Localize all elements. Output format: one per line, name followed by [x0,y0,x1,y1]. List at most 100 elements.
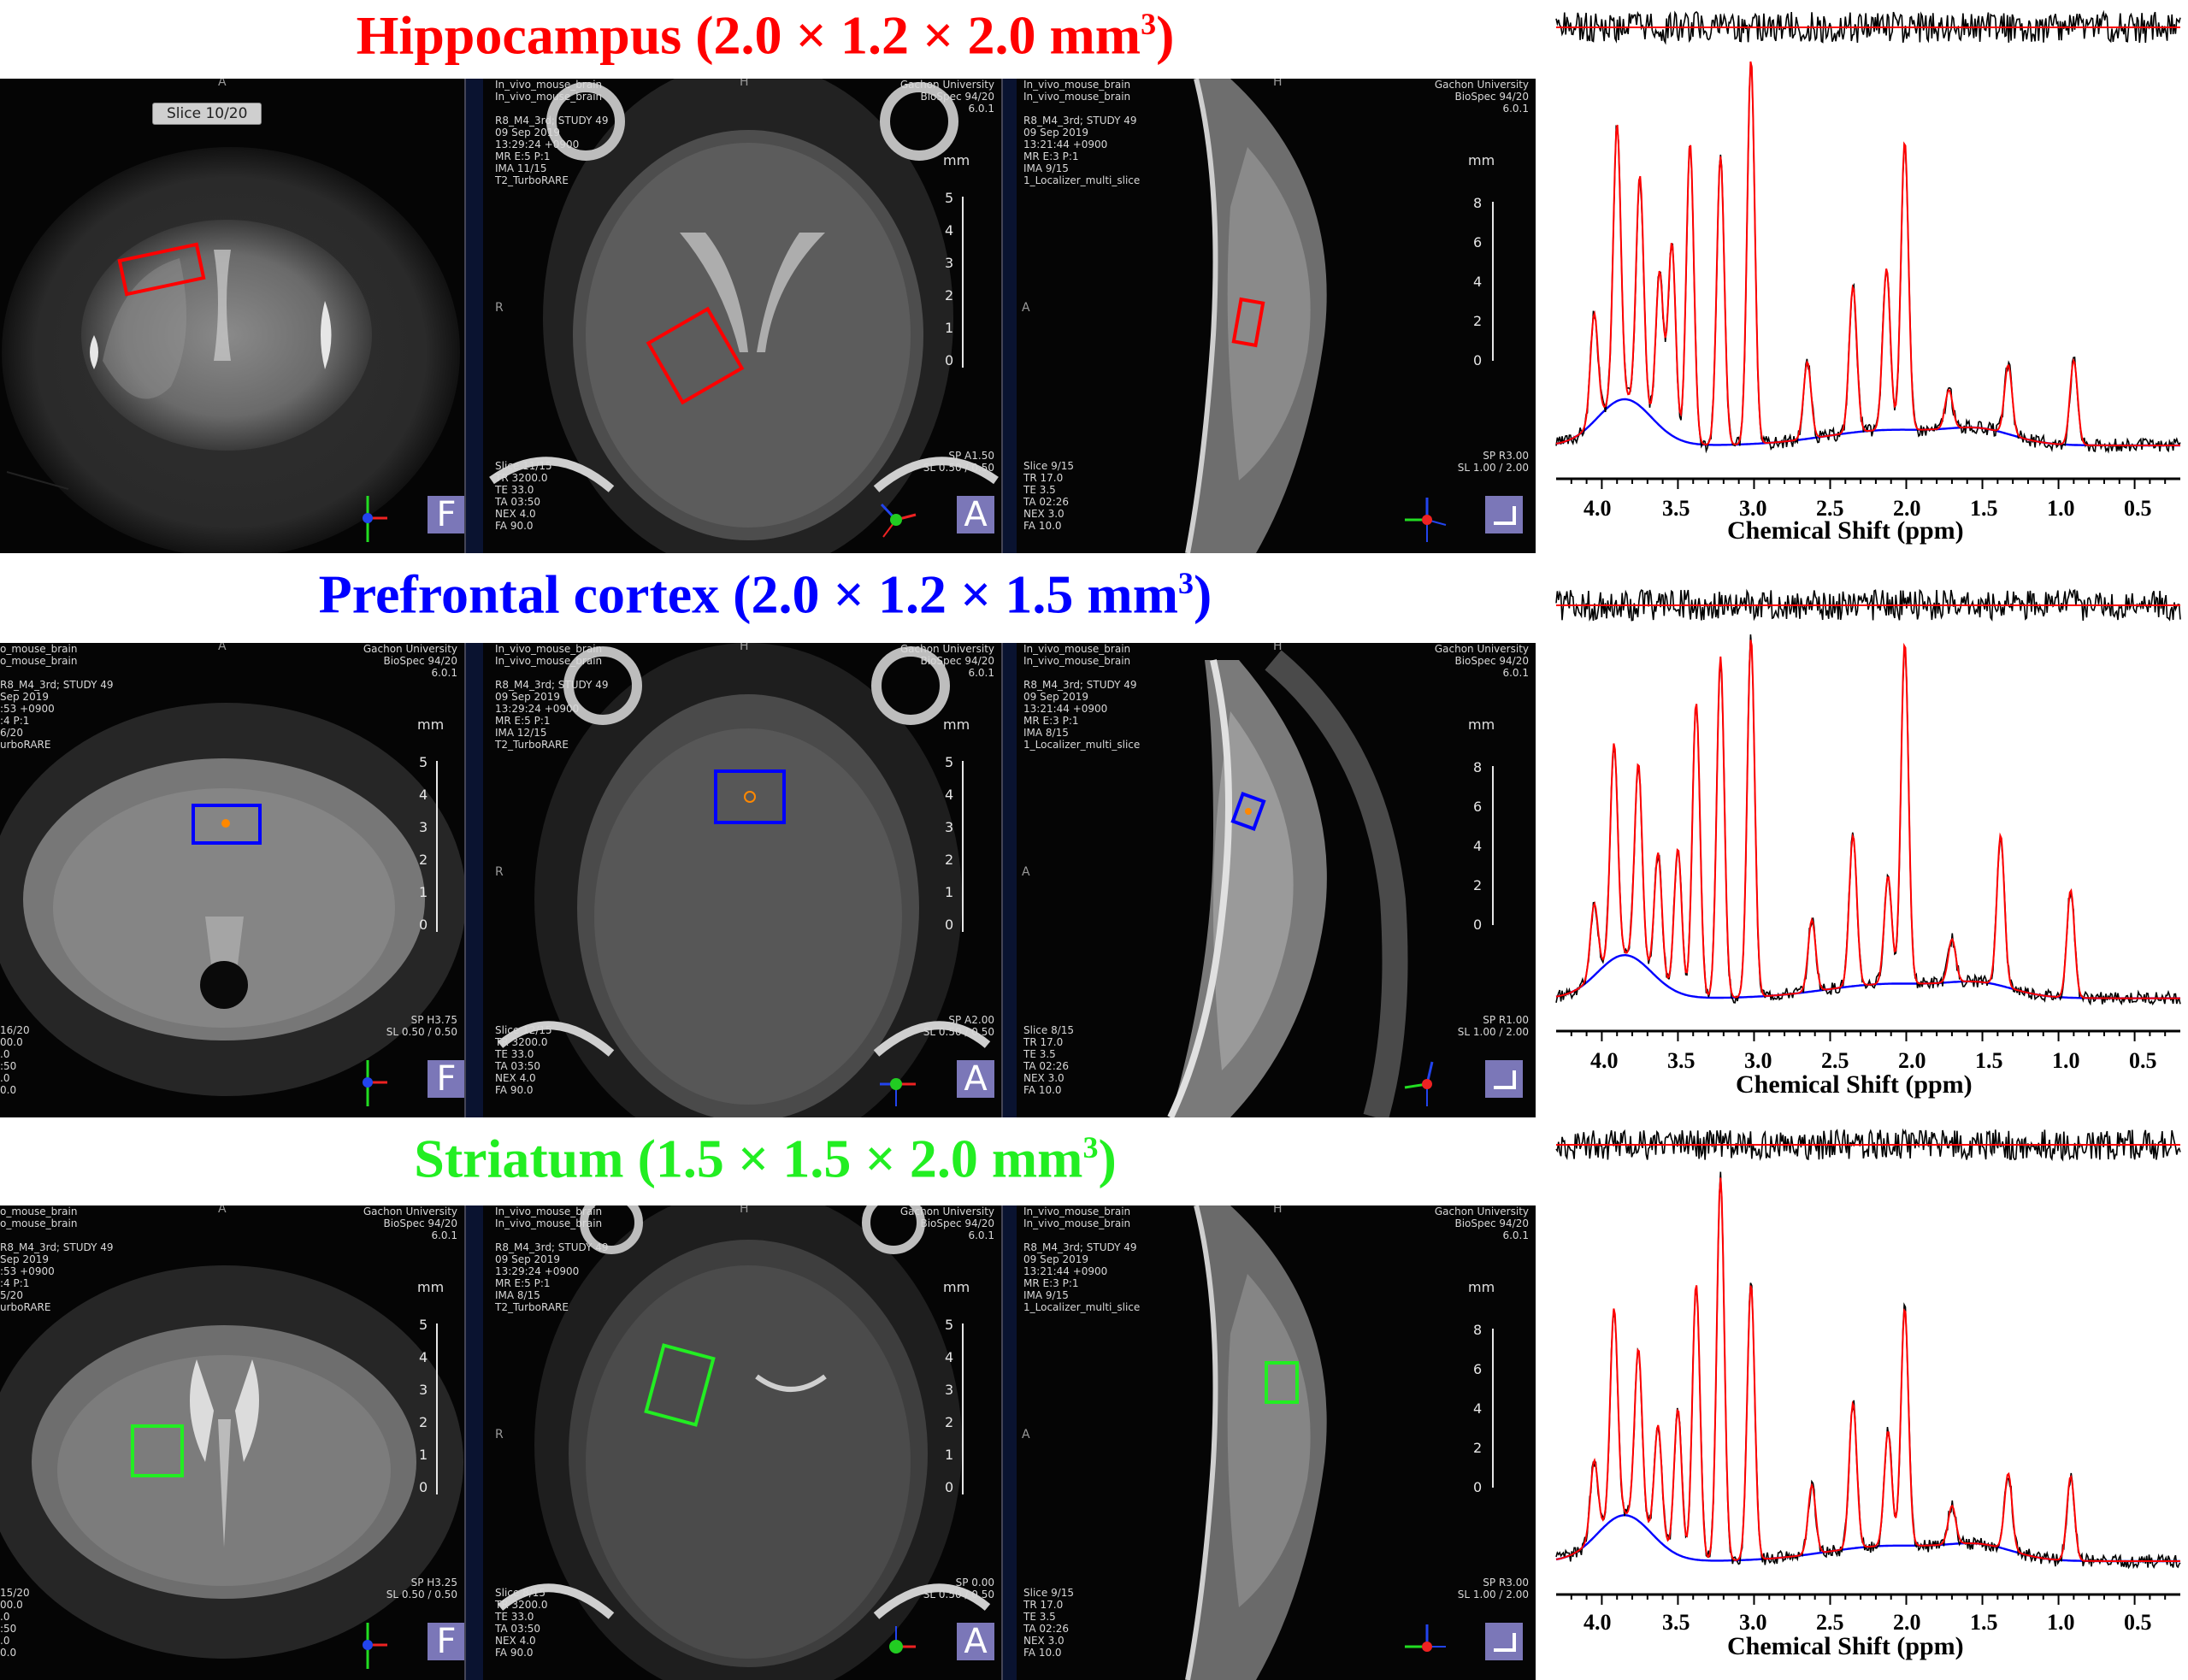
orientation-axes-icon [1405,1624,1446,1652]
orientation-label-top: A [218,1205,227,1216]
scanner-info-header: Gachon University BioSpec 94/20 6.0.1 [899,1205,994,1241]
sagittal-view-icon[interactable] [1485,496,1523,533]
coronal-brain-image [0,703,464,1096]
coronal-panel[interactable]: Slice 10/20 A F [0,79,464,553]
scanner-info-header: Gachon University BioSpec 94/20 6.0.1 [899,643,994,679]
x-tick-label: 1.5 [1970,1610,1998,1635]
spectrum-plot [1555,588,2181,1041]
axial-brain-image [489,79,999,553]
x-tick-label: 2.0 [1898,1048,1926,1073]
x-tick-label: 4.0 [1583,496,1612,521]
slice-position-footer: SP R3.00 SL 1.00 / 2.00 [1457,450,1529,474]
slice-position-footer: SP R3.00 SL 1.00 / 2.00 [1457,1577,1529,1600]
scan-params-footer: Slice 12/15 TR 3200.0 TE 33.0 TA 03:50 N… [495,1024,552,1096]
view-badge-coronal[interactable]: F [428,1060,464,1098]
orientation-label-left: R [495,865,504,879]
row-title-prefrontal-cortex: Prefrontal cortex (2.0 × 1.2 × 1.5 mm3) [318,563,1212,625]
orientation-axes-icon [889,1626,916,1653]
x-tick-label: 3.0 [1739,496,1767,521]
orientation-axes-icon [1404,1061,1434,1106]
mri-row-striatum: o_mouse_brain o_mouse_brain R8_M4_3rd; S… [0,1205,1536,1680]
axial-panel[interactable]: In_vivo_mouse_brain In_vivo_mouse_brain … [483,79,1001,553]
orientation-label-left: R [495,1428,504,1441]
x-tick-label: 1.0 [2047,496,2075,521]
fit-spectrum-series [1555,61,2180,446]
sagittal-brain-image [1185,1205,1327,1680]
scan-params-footer: Slice 8/15 TR 3200.0 TE 33.0 TA 03:50 NE… [495,1587,548,1659]
scanner-info-header: Gachon University BioSpec 94/20 6.0.1 [1434,79,1529,115]
sagittal-panel[interactable]: In_vivo_mouse_brain In_vivo_mouse_brain … [1017,79,1536,553]
spectrum-hippocampus: 4.0 3.5 3.0 2.5 2.0 1.5 1.0 0.5 Chemical… [1539,0,2188,547]
raw-spectrum-series [1555,1171,2181,1570]
sagittal-view-icon[interactable] [1485,1623,1523,1660]
sagittal-brain-image [1167,650,1408,1117]
view-badge-axial[interactable]: A [957,496,994,533]
viewport-divider [464,643,485,1117]
orientation-label-top: H [740,79,749,89]
scan-info-header: In_vivo_mouse_brain In_vivo_mouse_brain … [495,643,609,751]
row-title-striatum: Striatum (1.5 × 1.5 × 2.0 mm3) [414,1128,1117,1189]
orientation-label-top: H [1273,1205,1283,1216]
scale-unit: mm [1468,152,1495,168]
spectrum-prefrontal-cortex: 4.0 3.5 3.0 2.5 2.0 1.5 1.0 0.5 Chemical… [1539,552,2188,1099]
x-tick-label: 2.0 [1893,496,1921,521]
scale-unit: mm [943,1279,970,1295]
fit-spectrum-series [1555,1177,2180,1562]
axial-panel[interactable]: In_vivo_mouse_brain In_vivo_mouse_brain … [483,1205,1001,1680]
sagittal-panel[interactable]: In_vivo_mouse_brain In_vivo_mouse_brain … [1017,643,1536,1117]
orientation-label-top: A [218,643,227,653]
scale-unit: mm [943,716,970,733]
coronal-panel[interactable]: o_mouse_brain o_mouse_brain R8_M4_3rd; S… [0,643,464,1117]
x-tick-label: 0.5 [2124,496,2152,521]
orientation-label-top: H [740,643,749,653]
x-tick-label: 2.5 [1821,1048,1849,1073]
mri-row-hippocampus: Slice 10/20 A F In_vivo_mouse_brain In_v… [0,79,1536,553]
orientation-label-top: H [1273,79,1283,89]
voi-box [644,1343,716,1427]
orientation-label-left: A [1022,1428,1030,1441]
x-tick-label: 1.0 [2052,1048,2080,1073]
orientation-label-left: R [495,301,504,315]
view-badge-axial[interactable]: A [957,1623,994,1660]
x-tick-label: 3.5 [1667,1048,1696,1073]
orientation-axes-icon [363,1060,387,1106]
x-axis-label: Chemical Shift (ppm) [1736,1070,1973,1099]
x-tick-label: 3.5 [1662,1610,1690,1635]
scan-params-footer: Slice 8/15 TR 17.0 TE 3.5 TA 02:26 NEX 3… [1023,1024,1075,1096]
x-tick-label: 2.0 [1893,1610,1921,1635]
scan-info-header: o_mouse_brain o_mouse_brain R8_M4_3rd; S… [0,1205,114,1313]
orientation-label-top: H [740,1205,749,1216]
view-badge-axial[interactable]: A [957,1060,994,1098]
scale-unit: mm [417,1279,445,1295]
sagittal-panel[interactable]: In_vivo_mouse_brain In_vivo_mouse_brain … [1017,1205,1536,1680]
view-badge-coronal[interactable]: F [428,1623,464,1660]
view-badge-coronal[interactable]: F [428,496,464,533]
scan-info-header: o_mouse_brain o_mouse_brain R8_M4_3rd; S… [0,643,114,751]
scan-params-footer: Slice 9/15 TR 17.0 TE 3.5 TA 02:26 NEX 3… [1023,460,1075,532]
row-title-hippocampus: Hippocampus (2.0 × 1.2 × 2.0 mm3) [356,4,1175,66]
residual-trace [1555,9,2181,45]
orientation-axes-icon [363,1623,387,1669]
spectrum-striatum: 4.0 3.5 3.0 2.5 2.0 1.5 1.0 0.5 Chemical… [1539,1116,2188,1663]
x-tick-label: 4.0 [1583,1610,1612,1635]
residual-trace [1555,588,2181,622]
orientation-label-top: H [1273,643,1283,653]
voi-box [1231,297,1265,348]
scanner-info-header: Gachon University BioSpec 94/20 6.0.1 [363,1205,457,1241]
residual-trace [1555,1128,2181,1162]
x-tick-label: 4.0 [1590,1048,1619,1073]
x-tick-label: 2.5 [1816,1610,1844,1635]
raw-spectrum-series [1555,634,2181,1006]
slice-navigator-button[interactable]: Slice 10/20 [152,103,262,125]
mri-row-prefrontal-cortex: o_mouse_brain o_mouse_brain R8_M4_3rd; S… [0,643,1536,1117]
scanner-info-header: Gachon University BioSpec 94/20 6.0.1 [1434,643,1529,679]
viewport-divider [464,79,485,553]
sagittal-view-icon[interactable] [1485,1060,1523,1098]
coronal-panel[interactable]: o_mouse_brain o_mouse_brain R8_M4_3rd; S… [0,1205,464,1680]
axial-panel[interactable]: In_vivo_mouse_brain In_vivo_mouse_brain … [483,643,1001,1117]
scale-unit: mm [417,716,445,733]
x-tick-label: 3.0 [1739,1610,1767,1635]
slice-position-footer: SP H3.25 SL 0.50 / 0.50 [386,1577,457,1600]
viewport-divider [464,1205,485,1680]
axial-brain-image [497,643,991,1117]
